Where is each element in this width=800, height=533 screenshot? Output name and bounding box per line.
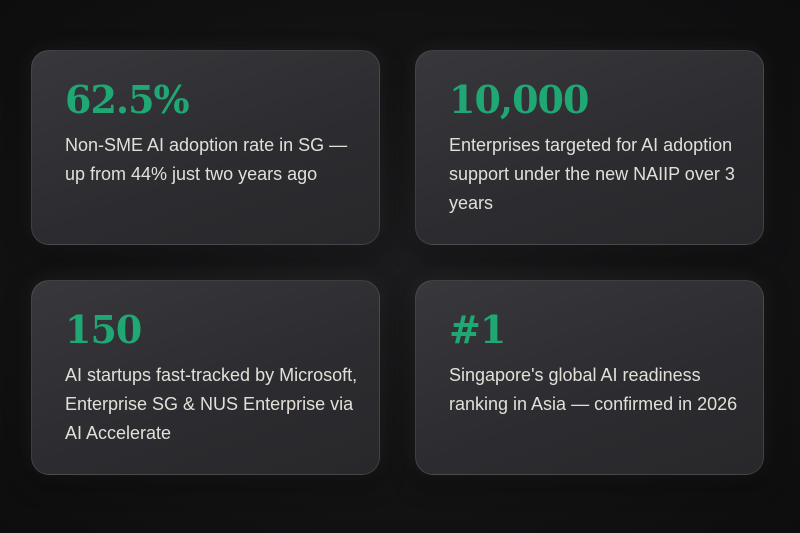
stat-value: 62.5%	[65, 77, 190, 122]
stat-value: #1	[449, 307, 506, 352]
stat-description: AI startups fast-tracked by Microsoft, E…	[65, 365, 358, 443]
stat-card: 62.5% Non-SME AI adoption rate in SG — u…	[31, 50, 380, 245]
stat-value: 10,000	[449, 77, 589, 122]
stat-card: 10,000 Enterprises targeted for AI adopt…	[415, 50, 764, 245]
stat-description: Singapore's global AI readiness ranking …	[449, 365, 738, 414]
stat-card: #1 Singapore's global AI readiness ranki…	[415, 280, 764, 475]
stat-card: 150 AI startups fast-tracked by Microsof…	[31, 280, 380, 475]
stat-value: 150	[65, 307, 142, 352]
stat-description: Non-SME AI adoption rate in SG — up from…	[65, 135, 348, 184]
stat-description: Enterprises targeted for AI adoption sup…	[449, 135, 735, 213]
